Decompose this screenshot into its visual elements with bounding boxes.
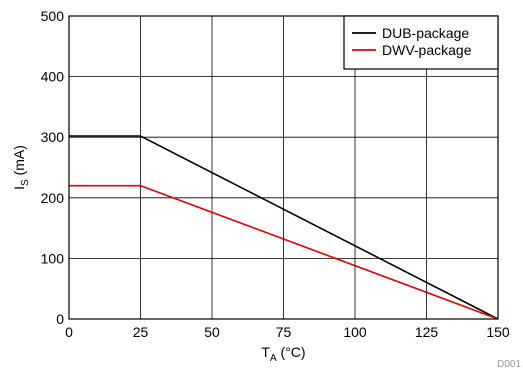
y-axis-label: IS (mA) — [11, 145, 31, 190]
series-line-dwv-package — [69, 184, 499, 320]
legend-label: DUB-package — [382, 25, 469, 41]
x-tick-label: 75 — [276, 324, 292, 340]
series-line-dub-package — [69, 135, 499, 320]
y-tick-label: 200 — [41, 190, 65, 206]
x-tick-label: 100 — [343, 324, 367, 340]
y-tick-label: 400 — [41, 69, 65, 85]
legend-box — [343, 15, 499, 70]
x-tick-label: 50 — [204, 324, 220, 340]
data-series — [69, 135, 499, 320]
figure-id: D001 — [497, 359, 521, 370]
y-tick-label: 500 — [41, 8, 65, 24]
legend-label: DWV-package — [382, 42, 472, 58]
x-tick-label: 150 — [486, 324, 510, 340]
x-tick-label: 25 — [133, 324, 149, 340]
x-tick-label: 0 — [65, 324, 73, 340]
x-tick-label: 125 — [415, 324, 439, 340]
x-axis-label: TA (°C) — [261, 344, 305, 364]
y-tick-label: 300 — [41, 129, 65, 145]
x-axis-ticks: 0 25 50 75 100 125 150 — [65, 324, 510, 340]
y-tick-label: 100 — [41, 250, 65, 266]
y-tick-label: 0 — [56, 311, 64, 327]
y-axis-ticks: 0 100 200 300 400 500 — [41, 8, 65, 327]
plot-area-frame — [68, 15, 499, 320]
